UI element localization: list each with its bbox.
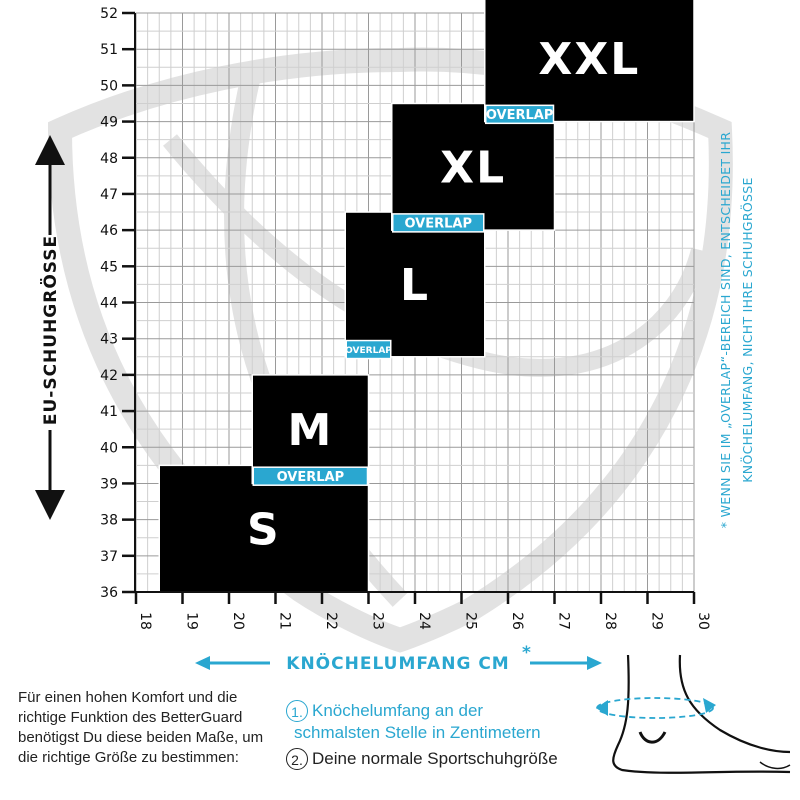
y-tick-label: 42 [100,368,118,384]
x-tick-label: 23 [370,612,386,630]
y-tick-label: 47 [100,187,118,203]
size-label-m: M [287,405,333,456]
x-tick-label: 29 [649,612,665,630]
overlap-labels: OVERLAP OVERLAP OVERLAP OVERLAP [252,104,555,486]
y-tick-label: 45 [100,259,118,275]
x-tick-label: 18 [137,612,153,630]
size-box-l [344,211,486,358]
y-tick-label: 44 [100,296,118,312]
size-box-s [158,464,370,593]
overlap-note-line-1: * WENN SIE IM „OVERLAP“-BEREICH SIND, EN… [718,132,733,528]
x-tick-label: 26 [509,612,525,630]
y-tick-label: 40 [100,440,118,456]
overlap-badge [392,213,485,233]
size-box-m [251,374,370,485]
x-axis-title-marker: * [522,643,532,663]
x-arrow-left-head [195,656,210,670]
size-box-xl [391,102,556,231]
x-axis: 18 19 20 21 22 23 24 25 26 27 28 29 30 [134,591,711,630]
x-tick-label: 21 [277,612,293,630]
step-2-number: 2. [286,748,308,770]
y-tick-label: 41 [100,404,118,420]
x-tick-label: 27 [556,612,572,630]
size-label-xxl: XXL [538,34,640,85]
description-text: Für einen hohen Komfort und die richtige… [18,689,264,766]
overlap-badge [485,104,555,125]
y-tick-label: 52 [100,6,118,22]
y-tick-label: 43 [100,332,118,348]
step-1-line-2: schmalsten Stelle in Zentimetern [294,723,541,742]
x-arrow-right-head [587,656,602,670]
y-axis-title-group: EU-SCHUHGRÖSSE [35,135,65,520]
x-tick-label: 28 [602,612,618,630]
x-tick-label: 19 [184,612,200,630]
y-tick-label: 36 [100,585,118,601]
overlap-badge-label: OVERLAP [486,108,554,123]
y-tick-label: 37 [100,549,118,565]
x-tick-label: 22 [323,612,339,630]
x-axis-title: KNÖCHELUMFANG CM [286,652,509,674]
foot-toe-line [759,761,791,770]
overlap-note: * WENN SIE IM „OVERLAP“-BEREICH SIND, EN… [718,132,755,528]
overlap-badge-label: OVERLAP [277,470,345,485]
x-tick-label: 25 [463,612,479,630]
size-box-xxl [484,0,695,123]
y-axis: 36 37 38 39 40 41 42 43 44 45 46 47 48 49 50 51 52 [100,6,136,601]
step-ankle: 1. Knöchelumfang an der schmalsten Stelle… [286,700,556,744]
size-label-l: L [400,260,430,311]
x-tick-label: 30 [695,612,711,630]
step-1-number: 1. [286,700,308,722]
size-label-xl: XL [440,143,506,194]
ankle-measure-icon [596,697,716,719]
step-shoe-size: 2. Deine normale Sportschuhgröße [286,748,606,770]
step-2-line-1: Deine normale Sportschuhgröße [312,749,558,768]
size-label-s: S [247,505,281,556]
step-1-line-1: Knöchelumfang an der [312,701,484,720]
y-tick-label: 50 [100,78,118,94]
y-tick-label: 39 [100,476,118,492]
x-axis-title-group: KNÖCHELUMFANG CM * [195,643,602,674]
overlap-badge [252,466,369,486]
y-tick-label: 49 [100,115,118,131]
y-tick-label: 48 [100,151,118,167]
y-tick-label: 46 [100,223,118,239]
y-tick-label: 51 [100,42,118,58]
overlap-badge-label: OVERLAP [404,217,472,232]
overlap-badge [345,339,392,360]
y-tick-label: 38 [100,513,118,529]
y-axis-title: EU-SCHUHGRÖSSE [39,235,61,425]
foot-illustration [612,654,791,774]
x-tick-label: 20 [230,612,246,630]
overlap-badge-label: OVERLAP [345,346,392,356]
overlap-note-line-2: KNÖCHELUMFANG, NICHT IHRE SCHUHGRÖSSE [739,177,755,482]
x-tick-label: 24 [416,612,432,630]
size-boxes: SM L XL XXL [158,0,695,593]
